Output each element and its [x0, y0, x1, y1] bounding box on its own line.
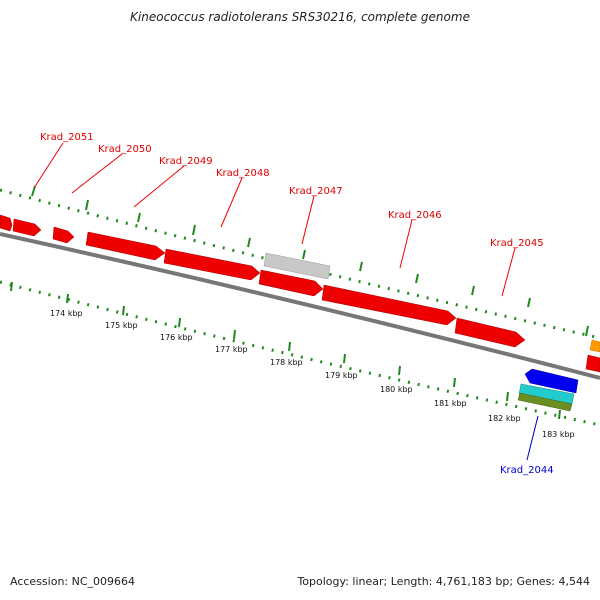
reverse-leader-line [526, 415, 539, 461]
gene-label-krad-2045[interactable]: Krad_2045 [490, 238, 544, 249]
forward-strand-genes [0, 214, 600, 373]
gene-label-krad-2049[interactable]: Krad_2049 [159, 156, 213, 167]
kbp-label: 183 kbp [542, 430, 575, 439]
kbp-label: 175 kbp [105, 321, 138, 330]
kbp-label: 178 kbp [270, 358, 303, 367]
kbp-label: 176 kbp [160, 333, 193, 342]
genome-summary-text: Topology: linear; Length: 4,761,183 bp; … [297, 575, 590, 588]
upper-dotted-track [0, 188, 600, 340]
gene-label-krad-2046[interactable]: Krad_2046 [388, 210, 442, 221]
gene-arrow[interactable] [163, 248, 261, 281]
lower-dotted-track [0, 280, 600, 427]
gene-arrow[interactable] [585, 354, 600, 373]
genome-title: Kineococcus radiotolerans SRS30216, comp… [130, 10, 470, 24]
accession-text: Accession: NC_009664 [10, 575, 136, 588]
gene-arrow[interactable] [52, 226, 75, 244]
orange-feature[interactable] [589, 339, 600, 353]
gene-arrow[interactable] [321, 284, 457, 326]
forward-leader-lines [33, 142, 516, 297]
gene-arrow[interactable] [0, 214, 13, 232]
gene-arrow[interactable] [454, 317, 526, 348]
kbp-label: 177 kbp [215, 345, 248, 354]
gene-label-krad-2051[interactable]: Krad_2051 [40, 132, 94, 143]
upper-major-ticks [31, 185, 589, 337]
forward-gene-labels: Krad_2051 Krad_2050 Krad_2049 Krad_2048 … [40, 132, 544, 249]
kbp-label: 182 kbp [488, 414, 521, 423]
lower-major-ticks [10, 281, 561, 420]
gene-label-krad-2050[interactable]: Krad_2050 [98, 144, 152, 155]
gene-arrow[interactable] [258, 269, 324, 297]
gene-label-krad-2044[interactable]: Krad_2044 [500, 465, 554, 476]
reverse-gene-arrow[interactable] [524, 368, 579, 394]
pseudo-gene[interactable] [263, 252, 331, 280]
kbp-scale-labels: 174 kbp 175 kbp 176 kbp 177 kbp 178 kbp … [50, 309, 575, 439]
gene-arrow[interactable] [85, 231, 166, 261]
gene-label-krad-2048[interactable]: Krad_2048 [216, 168, 270, 179]
genome-backbone [0, 232, 600, 380]
olive-feature[interactable] [517, 392, 573, 412]
kbp-label: 174 kbp [50, 309, 83, 318]
gene-label-krad-2047[interactable]: Krad_2047 [289, 186, 343, 197]
kbp-label: 179 kbp [325, 371, 358, 380]
gene-arrow[interactable] [12, 218, 42, 237]
kbp-label: 180 kbp [380, 385, 413, 394]
kbp-label: 181 kbp [434, 399, 467, 408]
